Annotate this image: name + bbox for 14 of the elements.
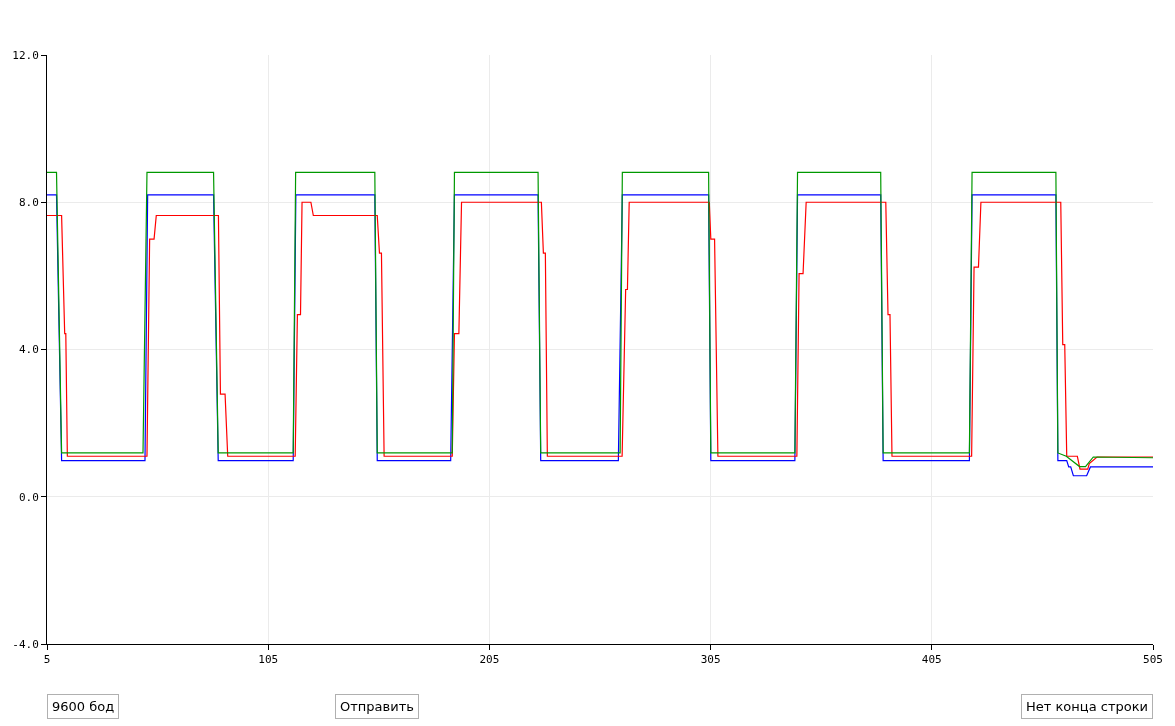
text: Отправить [340,699,414,714]
y-tick-label: 12.0 [12,48,39,62]
y-tick-label: -4.0 [12,637,39,651]
text: 9600 бод [52,699,115,714]
y-tick-label: 8.0 [18,196,39,210]
y-tick-label: 4.0 [18,343,39,357]
x-tick-label: 205 [479,653,500,667]
x-tick-label: 105 [258,653,279,667]
x-tick-label: 305 [700,653,721,667]
x-tick-label: 505 [1143,653,1163,667]
x-tick-label: 5 [43,653,51,667]
y-tick-label: 0.0 [18,490,39,504]
text: Нет конца строки [1026,699,1148,714]
x-tick-label: 405 [921,653,942,667]
